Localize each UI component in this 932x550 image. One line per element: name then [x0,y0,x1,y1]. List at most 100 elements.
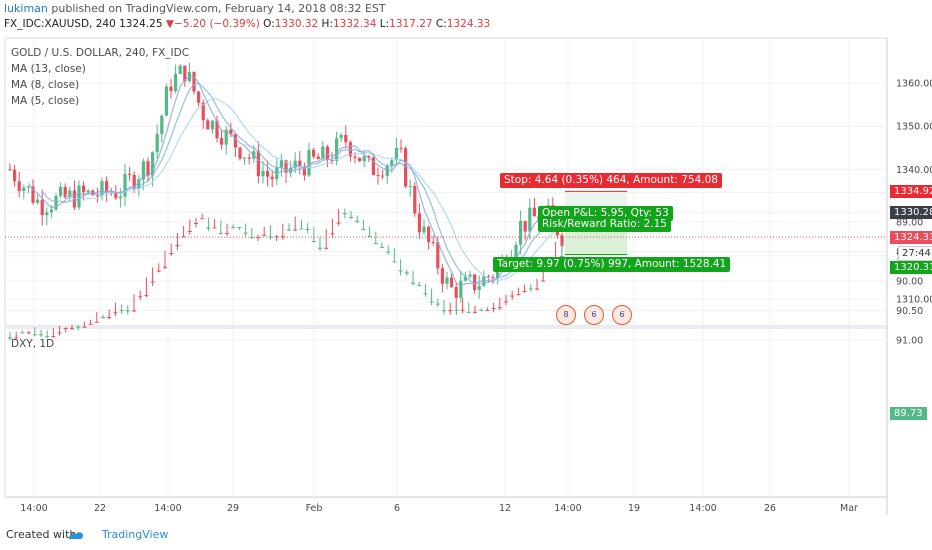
dxy-candle [497,307,502,309]
ma5-legend[interactable]: MA (5, close) [11,95,80,107]
dxy-candle [32,334,37,336]
us-flag-event-icon[interactable]: 6 [612,305,632,325]
x-tick-label: 12 [499,503,511,514]
ma5-line [27,76,563,287]
dxy-candle [187,230,192,232]
y-tick-label: 1350.00 [896,122,932,133]
us-flag-event-icon[interactable]: 8 [556,305,576,325]
gold-candle [220,138,224,145]
y-tick-label: 1360.00 [896,79,932,90]
gold-candle [335,138,339,162]
gold-candle [243,157,247,159]
dxy-candle [373,243,378,245]
target-box[interactable]: Target: 9.97 (0.75%) 997, Amount: 1528.4… [493,257,731,272]
ma8-legend[interactable]: MA (8, close) [11,79,80,91]
gold-candle [82,185,86,193]
created-with: Created with [6,528,77,541]
dxy-candle [473,311,477,313]
y-tick-label: 1310.00 [896,295,932,306]
dxy-candle [51,336,56,338]
dxy-legend[interactable]: DXY, 1D [11,338,55,350]
publish-info: published on TradingView.com, February 1… [51,2,386,15]
gold-candle [201,102,205,121]
dxy-candle [57,332,62,334]
dxy-candle [249,237,254,239]
dxy-candle [70,327,74,329]
symbol-line: FX_IDC:XAUUSD, 240 1324.25 ▼−5.20 (−0.39… [4,17,490,31]
gold-candle [95,195,99,197]
dxy-candle [268,236,273,238]
gold-candle [298,160,302,167]
x-tick-label: 14:00 [20,503,47,514]
gold-candle [59,186,63,197]
gold-candle [496,268,500,279]
gold-candle [40,199,44,216]
ma13-legend[interactable]: MA (13, close) [11,63,86,75]
price-change: −5.20 (−0.39%) [173,18,260,30]
dxy-candle [200,218,205,220]
gold-candle [330,160,334,162]
risk-reward-box[interactable]: Risk/Reward Ratio: 2.15 [538,217,671,232]
gold-candle [325,146,329,161]
gold-candle [256,151,260,177]
dxy-candle [466,311,471,313]
dxy-candle [45,336,50,338]
stop-price-tag: 1334.92 [890,185,932,198]
dxy-candle [349,216,353,218]
gold-candle [362,156,366,162]
gold-candle [229,129,233,135]
footer: Created with TradingView [6,528,168,541]
dxy-candle [280,236,285,238]
gold-candle [431,241,435,243]
dxy-candle [169,253,174,255]
gold-candle [371,157,375,176]
author-link[interactable]: lukiman [4,2,48,15]
dxy-candle [491,308,496,310]
dxy-candle [274,236,279,238]
gold-candle [270,176,274,180]
gold-candle [31,186,35,203]
dxy-candle [522,290,527,292]
close-label: C: [435,18,447,30]
dxy-candle [119,309,124,311]
dxy-candle [504,301,508,303]
dxy-candle [156,270,161,272]
dxy-price-tag: 89.73 [890,407,927,420]
dxy-candle [411,282,415,284]
stop-box[interactable]: Stop: 4.64 (0.35%) 464, Amount: 754.08 [500,173,722,188]
gold-candle [358,157,362,162]
dxy-candle [212,227,217,229]
gold-candle [26,186,30,188]
tradingview-link[interactable]: TradingView [101,528,169,541]
gold-candle [367,156,371,158]
gold-candle [8,169,12,171]
dxy-candle [392,261,397,263]
dxy-candle [82,326,87,328]
dxy-candle [132,310,136,312]
gold-candle [450,277,454,288]
gold-candle [417,213,421,233]
low-value: 1317.27 [389,18,433,30]
gold-candle [436,242,440,269]
dxy-candle [367,235,372,237]
gold-candle [284,160,288,173]
gold-candle [215,120,219,139]
current-price-tag: 1324.33 [890,231,932,244]
gold-candle [128,173,132,175]
gold-candle [174,74,178,92]
gold-candle [519,220,523,245]
gold-candle [293,160,297,168]
dxy-y-tick-label: 89.00 [896,218,923,229]
dxy-candle [163,266,167,268]
dxy-candle [63,327,68,329]
gold-candle [302,166,306,176]
gold-candle [100,181,104,196]
de-flag-event-icon[interactable]: 6 [584,305,604,325]
gold-candle [353,156,357,158]
gold-candle [394,147,398,161]
gold-candle [468,274,472,277]
dxy-candle [336,222,341,224]
gold-candle [321,146,325,160]
gold-candle [178,65,182,75]
